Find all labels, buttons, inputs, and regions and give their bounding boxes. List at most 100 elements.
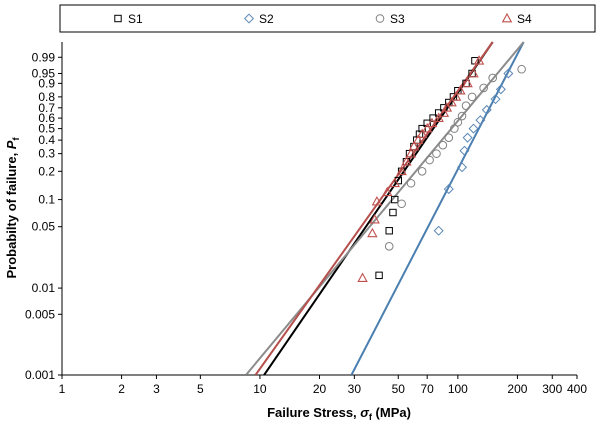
data-point-s1	[389, 208, 397, 217]
legend-label-s4: S4	[517, 12, 532, 26]
y-tick-label: 0.3	[38, 147, 55, 161]
data-point-s3	[453, 117, 463, 127]
data-point-s4	[405, 147, 417, 158]
data-point-s3	[488, 73, 497, 83]
y-tick-label: 0.6	[38, 111, 55, 125]
data-point-s2	[475, 115, 486, 126]
data-points	[357, 55, 526, 283]
x-tick-label: 70	[421, 382, 435, 396]
fit-line-s3	[245, 41, 525, 375]
legend-item-s3: S3	[375, 12, 405, 26]
x-tick-label: 400	[567, 382, 587, 396]
y-axis-title: Probabilty of failure, Pf	[4, 137, 21, 279]
data-point-s2	[457, 162, 468, 173]
legend-label-s1: S1	[128, 12, 143, 26]
data-point-s4	[408, 140, 420, 151]
data-point-s4	[446, 96, 457, 107]
data-point-s3	[384, 242, 394, 251]
x-tick-label: 20	[313, 382, 327, 396]
data-point-s3	[438, 140, 448, 150]
data-point-s4	[367, 227, 378, 238]
data-point-s2	[481, 104, 492, 115]
fit-lines	[245, 41, 525, 375]
data-point-s4	[371, 195, 383, 206]
data-point-s2	[443, 184, 454, 195]
y-tick-label: 0.5	[38, 122, 55, 136]
data-point-s3	[417, 167, 427, 176]
legend-marker-s1	[114, 14, 122, 23]
data-point-s3	[479, 83, 488, 93]
legend-box	[59, 4, 596, 33]
x-tick-label: 2	[118, 382, 125, 396]
data-point-s3	[425, 155, 434, 165]
data-point-s4	[441, 102, 453, 112]
legend-item-s4: S4	[501, 12, 532, 26]
data-point-s3	[397, 199, 406, 209]
y-tick-label: 0.001	[25, 368, 55, 382]
x-axis-title: Failure Stress, σf (MPa)	[267, 405, 411, 422]
y-tick-label: 0.95	[32, 66, 56, 80]
x-axis-ticks: 1 2 3 5 10 20 30 50 70 100 200 300 400	[59, 375, 587, 396]
data-point-s2	[433, 225, 444, 236]
data-point-s3	[517, 64, 526, 74]
data-point-s3	[444, 133, 454, 142]
legend-marker-s3	[375, 14, 385, 23]
data-point-s2	[495, 84, 506, 95]
data-point-s4	[412, 134, 424, 144]
data-point-s4	[421, 122, 433, 133]
y-tick-label: 0.7	[38, 101, 55, 115]
data-point-s3	[457, 111, 467, 121]
x-tick-label: 10	[253, 382, 267, 396]
legend-item-s2: S2	[243, 12, 274, 26]
data-point-s4	[396, 165, 407, 176]
legend-label-s3: S3	[390, 12, 405, 26]
legend-item-s1: S1	[114, 12, 143, 26]
series-s3	[384, 64, 526, 251]
x-tick-label: 300	[542, 382, 562, 396]
data-point-s4	[401, 156, 412, 166]
data-point-s4	[468, 67, 479, 78]
data-point-s4	[473, 55, 485, 65]
y-tick-label: 0.01	[32, 281, 56, 295]
x-tick-label: 100	[448, 382, 468, 396]
fit-line-s2	[350, 41, 525, 375]
data-point-s1	[394, 176, 402, 185]
legend-marker-s4	[501, 12, 513, 23]
x-tick-label: 3	[153, 382, 160, 396]
data-point-s1	[391, 195, 399, 204]
data-point-s2	[490, 94, 501, 105]
data-point-s4	[462, 77, 473, 88]
legend: S1 S2 S3 S4	[114, 12, 532, 26]
y-axis-ticks: 0.0010.0050.010.050.10.20.30.40.50.60.70…	[25, 50, 62, 382]
x-tick-label: 5	[197, 382, 204, 396]
series-s4	[357, 55, 485, 283]
data-point-s3	[450, 124, 459, 133]
data-point-s2	[503, 68, 514, 79]
data-point-s1	[385, 227, 393, 235]
y-tick-label: 0.2	[38, 164, 55, 178]
fit-line-s1	[263, 41, 494, 375]
data-point-s4	[426, 117, 438, 128]
data-point-s4	[455, 85, 466, 95]
data-point-s4	[438, 107, 450, 117]
y-tick-label: 0.4	[38, 133, 55, 147]
x-tick-label: 1	[59, 382, 66, 396]
data-point-s4	[389, 177, 400, 188]
data-point-s4	[357, 272, 368, 283]
y-tick-label: 0.99	[32, 50, 56, 64]
data-point-s4	[382, 186, 393, 197]
data-point-s2	[459, 145, 470, 156]
data-point-s3	[406, 178, 416, 188]
x-tick-label: 30	[348, 382, 362, 396]
x-tick-label: 50	[392, 382, 406, 396]
plot-area	[61, 41, 577, 376]
data-point-s4	[450, 91, 462, 101]
y-tick-label: 0.9	[38, 76, 55, 90]
data-point-s2	[462, 132, 473, 143]
data-point-s3	[432, 149, 441, 158]
x-tick-label: 200	[507, 382, 527, 396]
legend-label-s2: S2	[259, 12, 274, 26]
y-tick-label: 0.05	[32, 220, 56, 234]
y-tick-label: 0.1	[38, 193, 55, 207]
